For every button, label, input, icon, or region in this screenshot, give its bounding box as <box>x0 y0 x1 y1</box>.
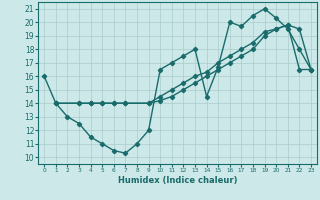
X-axis label: Humidex (Indice chaleur): Humidex (Indice chaleur) <box>118 176 237 185</box>
